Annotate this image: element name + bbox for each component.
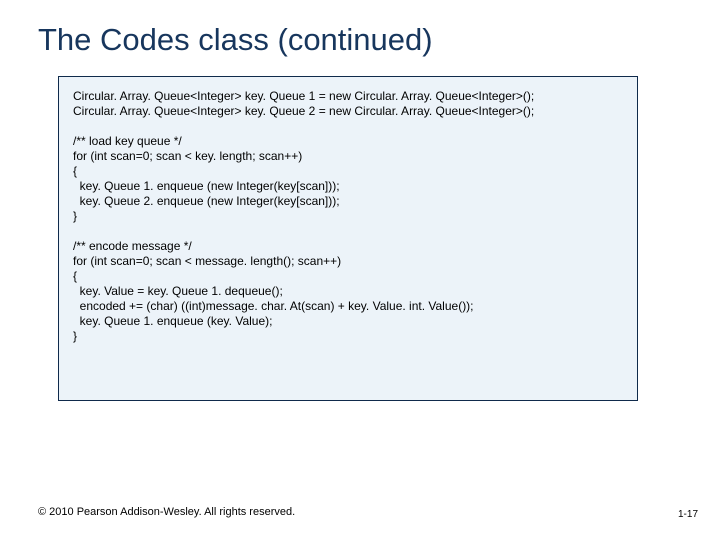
copyright-footer: © 2010 Pearson Addison-Wesley. All right… <box>38 506 295 518</box>
page-number: 1-17 <box>678 509 698 520</box>
code-block: Circular. Array. Queue<Integer> key. Que… <box>58 76 638 401</box>
slide: The Codes class (continued) Circular. Ar… <box>0 0 720 540</box>
slide-title: The Codes class (continued) <box>38 22 433 58</box>
